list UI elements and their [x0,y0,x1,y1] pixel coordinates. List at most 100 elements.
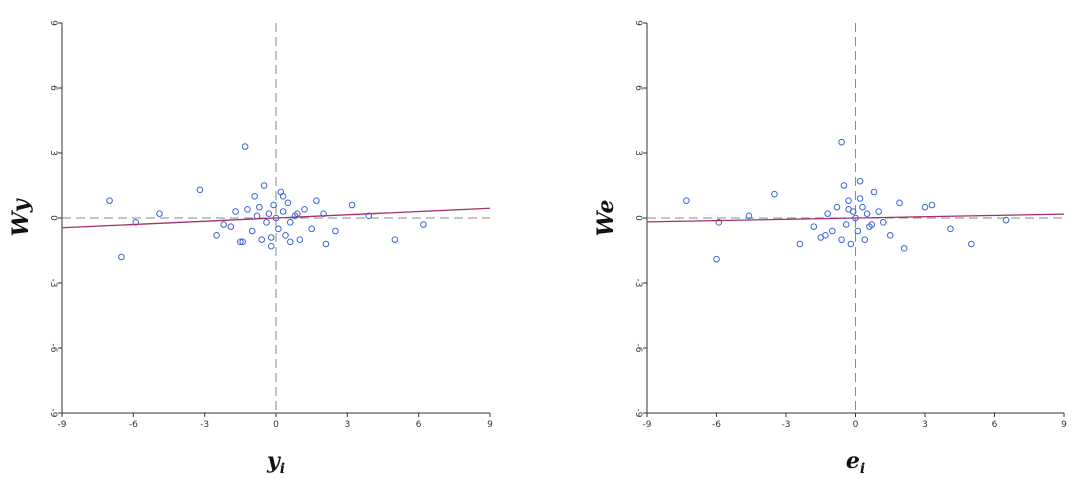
point [822,232,829,239]
point [227,223,235,230]
point [106,197,113,204]
point [132,219,140,226]
point [253,212,261,220]
y-tick-label: 6 [48,85,58,91]
point [284,199,292,207]
point [715,219,723,226]
point [900,245,908,252]
point [856,195,864,202]
x-label-base: e [846,448,860,474]
point [296,236,304,243]
point [265,210,273,217]
point [840,182,848,189]
x-tick-label: 0 [273,420,279,430]
point [232,208,239,215]
point [332,227,339,235]
point [118,253,125,261]
point [270,201,277,209]
fit-line [61,207,491,229]
point [213,232,220,239]
point [301,206,308,213]
x-tick-label: 9 [487,420,493,430]
point [833,203,841,211]
x-label-sub: i [860,461,865,477]
point [863,210,871,217]
point [308,225,315,233]
point [870,188,878,196]
point [838,138,845,146]
y-tick-label: 3 [48,150,58,156]
y-tick-label: -3 [48,279,58,288]
point [286,219,294,226]
y-tick-label: 6 [633,85,643,91]
y-tick-label: 0 [633,215,643,221]
y-tick-label: -6 [48,344,58,353]
point [251,193,258,200]
point [156,210,163,217]
point [244,206,251,213]
y-tick-label: -9 [633,409,643,418]
point [796,240,804,248]
point [842,221,850,228]
point [847,240,855,248]
point [928,201,936,209]
point [239,238,247,246]
x-tick-label: 9 [1061,420,1067,430]
point [365,212,373,220]
x-tick-label: -3 [200,420,209,430]
point [921,203,929,211]
point [313,197,320,204]
point [861,236,869,243]
fit-line [646,213,1065,223]
point [260,182,268,189]
y-tick-label: 9 [48,20,58,26]
x-label-sub: i [280,461,285,477]
x-tick-label: 6 [992,420,998,430]
y-tick-label: 3 [633,150,643,156]
x-tick-label: -3 [782,420,791,430]
point [237,238,244,246]
point [838,236,845,243]
y-tick-label: 9 [633,20,643,26]
point [258,236,266,243]
x-tick-label: -9 [643,420,652,430]
point [241,143,249,150]
x-tick-label: 3 [344,420,350,430]
point [896,199,903,207]
y-tick-label: 0 [48,215,58,221]
y-tick-label: -6 [633,344,643,353]
x-tick-label: -6 [712,420,721,430]
y-axis-label: We [593,200,619,237]
x-label-base: y [266,448,282,474]
point [875,208,882,215]
point [322,240,330,248]
point [196,186,204,194]
point [220,221,227,228]
y-tick-label: -9 [48,409,58,418]
point [683,197,690,204]
point [854,227,862,235]
point [263,219,270,226]
point [868,221,876,228]
point [1002,216,1010,224]
x-axis-label: ei [846,448,865,477]
point [845,197,852,204]
point [856,177,864,185]
point [279,208,287,215]
point [745,212,753,220]
point [947,225,954,233]
scatter-panel: -9 -6 -3 0 3 6 9 -9 -6 -3 0 3 6 9 Wy yi [8,20,493,477]
point [256,203,263,211]
point [824,210,832,217]
point [420,221,427,228]
point [713,255,720,263]
point [275,225,282,233]
point [859,203,866,211]
y-tick-label: -3 [633,279,643,288]
point [279,193,287,200]
point [829,227,836,235]
point [267,242,275,250]
point [248,227,256,235]
